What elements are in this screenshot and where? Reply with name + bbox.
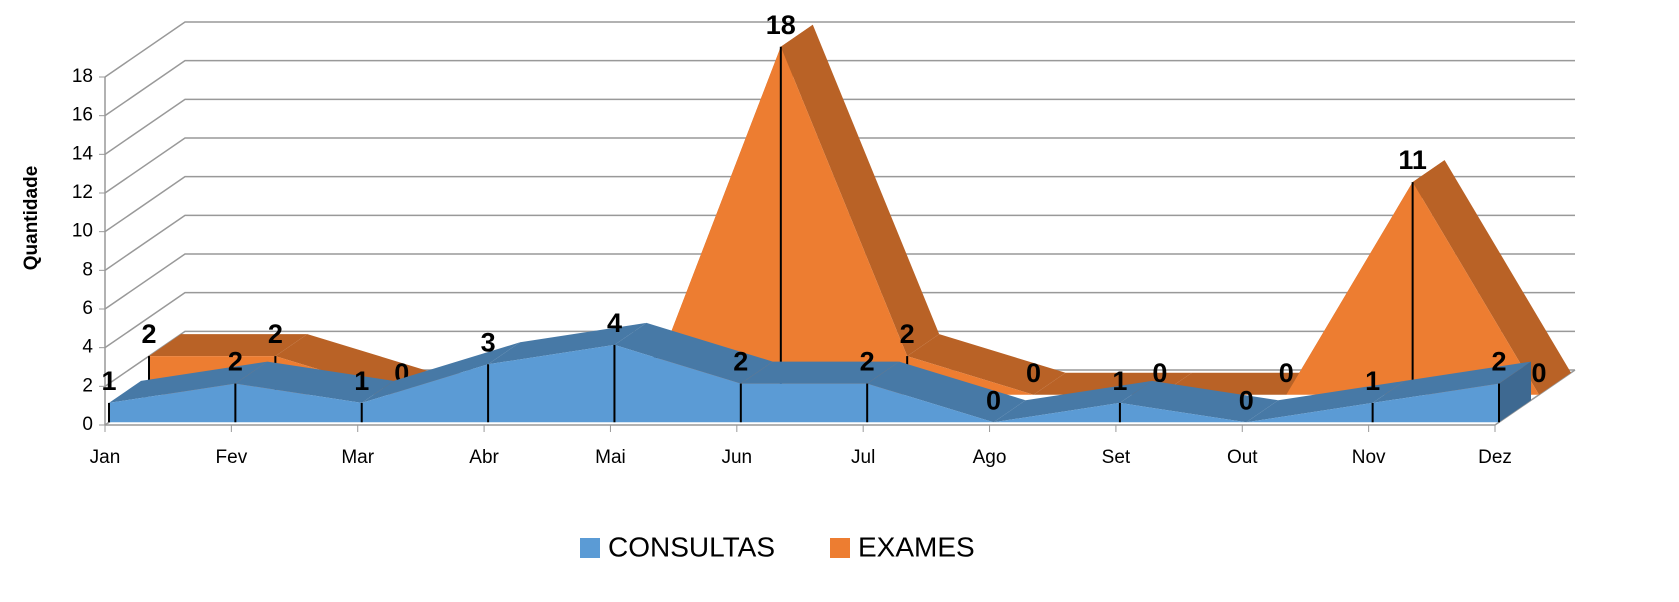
data-label: 4 bbox=[607, 308, 622, 338]
y-tick-label: 18 bbox=[72, 66, 93, 87]
area-top bbox=[109, 361, 268, 403]
y-tick-label: 8 bbox=[82, 259, 93, 280]
area-top bbox=[1246, 380, 1405, 423]
area-top bbox=[1412, 160, 1571, 395]
x-tick-label: Jun bbox=[721, 447, 752, 468]
y-tick-label: 2 bbox=[82, 375, 93, 396]
x-tick-label: Mai bbox=[595, 447, 626, 468]
x-tick-label: Nov bbox=[1352, 447, 1386, 468]
data-label: 0 bbox=[1026, 358, 1041, 388]
grid-line bbox=[104, 98, 1575, 155]
data-label: 0 bbox=[1531, 358, 1546, 388]
area-top bbox=[235, 361, 394, 403]
legend-label: CONSULTAS bbox=[608, 531, 775, 562]
data-label: 2 bbox=[860, 347, 875, 377]
area-top bbox=[907, 334, 1066, 395]
grid-line bbox=[104, 214, 1575, 271]
x-tick-label: Fev bbox=[216, 447, 248, 468]
legend-label: EXAMES bbox=[858, 531, 975, 562]
data-label: 11 bbox=[1398, 145, 1427, 175]
x-tick-label: Mar bbox=[341, 447, 374, 468]
area-top bbox=[867, 361, 1026, 423]
data-label: 1 bbox=[354, 366, 369, 396]
grid-line bbox=[104, 330, 1575, 387]
area-top bbox=[361, 342, 521, 403]
y-axis-label: Quantidade bbox=[21, 166, 42, 271]
data-label: 2 bbox=[1491, 347, 1506, 377]
grid-line bbox=[104, 253, 1575, 310]
data-label: 2 bbox=[228, 347, 243, 377]
data-label: 0 bbox=[1152, 358, 1167, 388]
area-top bbox=[740, 361, 900, 384]
area bbox=[109, 344, 1499, 423]
area-top bbox=[614, 322, 773, 384]
grid-line bbox=[104, 59, 1575, 117]
grid-line bbox=[104, 21, 1575, 78]
y-tick-label: 12 bbox=[72, 182, 93, 203]
grid-line bbox=[104, 291, 1575, 349]
x-tick-label: Jan bbox=[90, 447, 121, 468]
y-tick-label: 0 bbox=[82, 414, 93, 435]
data-label: 2 bbox=[268, 319, 283, 349]
x-tick-label: Out bbox=[1227, 447, 1258, 468]
area bbox=[149, 46, 1539, 395]
data-label: 0 bbox=[1279, 358, 1294, 388]
area-top bbox=[1119, 380, 1279, 423]
area-top bbox=[149, 334, 308, 357]
area-top bbox=[1372, 361, 1531, 403]
y-tick-label: 10 bbox=[72, 221, 93, 242]
area-top bbox=[275, 334, 434, 395]
data-label: 3 bbox=[481, 327, 496, 357]
x-tick-label: Dez bbox=[1478, 447, 1512, 468]
data-label: 2 bbox=[900, 319, 915, 349]
y-tick-label: 14 bbox=[72, 143, 94, 164]
data-label: 0 bbox=[986, 385, 1001, 415]
data-label: 2 bbox=[733, 347, 748, 377]
grid-line bbox=[104, 175, 1575, 233]
data-label: 0 bbox=[1239, 385, 1254, 415]
y-tick-label: 4 bbox=[82, 337, 93, 358]
area-top bbox=[780, 24, 940, 357]
area-top bbox=[488, 322, 647, 365]
data-label: 2 bbox=[141, 319, 156, 349]
legend-swatch bbox=[830, 538, 850, 558]
area-top bbox=[993, 380, 1152, 423]
data-label: 18 bbox=[766, 10, 796, 40]
grid-line bbox=[104, 137, 1575, 194]
x-tick-label: Set bbox=[1102, 447, 1131, 468]
x-tick-label: Abr bbox=[469, 447, 499, 468]
data-label: 1 bbox=[101, 366, 116, 396]
data-label: 1 bbox=[1112, 366, 1127, 396]
y-tick-label: 16 bbox=[72, 105, 93, 126]
area-side bbox=[1499, 361, 1531, 423]
x-tick-label: Ago bbox=[973, 447, 1007, 468]
legend-swatch bbox=[580, 538, 600, 558]
x-tick-label: Jul bbox=[851, 447, 875, 468]
y-tick-label: 6 bbox=[82, 298, 93, 319]
data-label: 1 bbox=[1365, 366, 1380, 396]
